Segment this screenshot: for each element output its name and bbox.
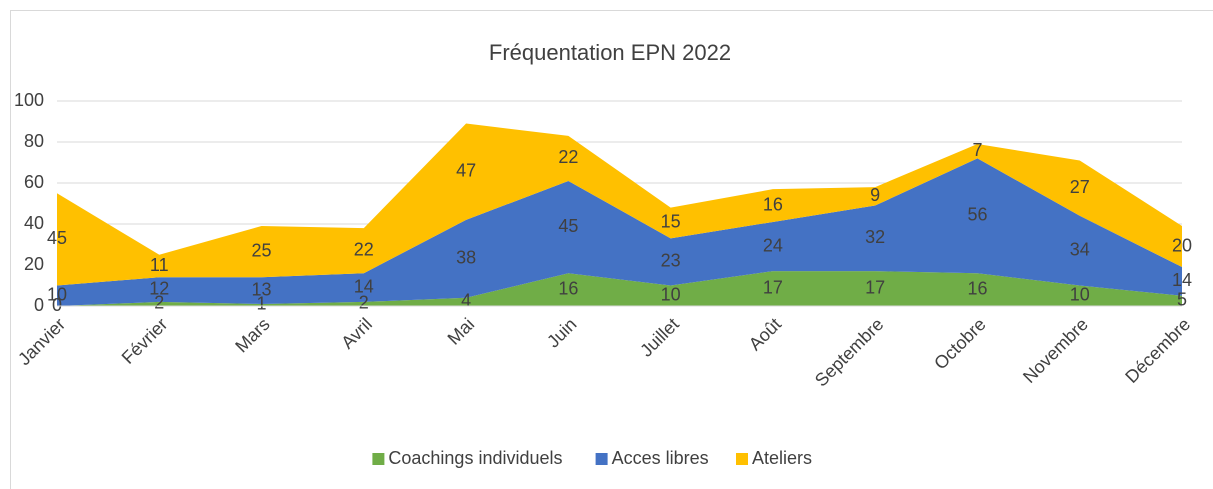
- data-label: 17: [763, 277, 783, 297]
- data-label: 16: [558, 278, 578, 298]
- area: [57, 158, 1182, 306]
- area: [57, 123, 1182, 286]
- data-label: 22: [354, 239, 374, 259]
- data-label: 17: [865, 277, 885, 297]
- data-label: 2: [359, 293, 369, 313]
- legend-swatch: [595, 453, 608, 465]
- data-label: 13: [252, 279, 272, 299]
- data-label: 45: [558, 216, 578, 236]
- legend-label: Coachings individuels: [388, 448, 562, 468]
- data-label: 16: [967, 278, 987, 298]
- data-label: 24: [763, 235, 783, 255]
- y-tick-label: 80: [24, 131, 44, 151]
- data-label: 0: [52, 295, 62, 315]
- data-label: 32: [865, 227, 885, 247]
- data-label: 5: [1177, 290, 1187, 310]
- data-label: 1: [257, 294, 267, 314]
- data-label: 45: [47, 228, 67, 248]
- data-label: 47: [456, 160, 476, 180]
- legend-label: Ateliers: [752, 448, 812, 468]
- data-label: 12: [149, 278, 169, 298]
- data-label: 27: [1070, 177, 1090, 197]
- data-label: 14: [354, 276, 374, 296]
- data-label: 15: [661, 212, 681, 232]
- data-label: 11: [150, 255, 169, 275]
- data-label: 34: [1070, 239, 1090, 259]
- data-label: 7: [972, 140, 982, 160]
- data-label: 25: [252, 240, 272, 260]
- legend-swatch: [372, 453, 385, 465]
- data-label: 56: [967, 205, 987, 225]
- y-tick-label: 40: [24, 213, 44, 233]
- data-label: 10: [661, 285, 681, 305]
- data-label: 23: [661, 251, 681, 271]
- data-label: 22: [558, 147, 578, 167]
- chart-title: Fréquentation EPN 2022: [489, 40, 731, 65]
- data-label: 10: [47, 285, 67, 305]
- data-label: 9: [870, 185, 880, 205]
- y-tick-label: 100: [14, 90, 44, 110]
- legend-swatch: [736, 453, 748, 465]
- data-label: 38: [456, 248, 476, 268]
- area: [57, 271, 1182, 306]
- data-label: 16: [763, 194, 783, 214]
- data-label: 20: [1172, 235, 1192, 255]
- data-label: 14: [1172, 270, 1192, 290]
- y-tick-label: 0: [34, 295, 44, 315]
- y-tick-label: 20: [24, 254, 44, 274]
- data-label: 4: [461, 291, 471, 311]
- y-tick-label: 60: [24, 172, 44, 192]
- data-label: 10: [1070, 285, 1090, 305]
- data-label: 2: [154, 293, 164, 313]
- legend-label: Acces libres: [612, 448, 709, 468]
